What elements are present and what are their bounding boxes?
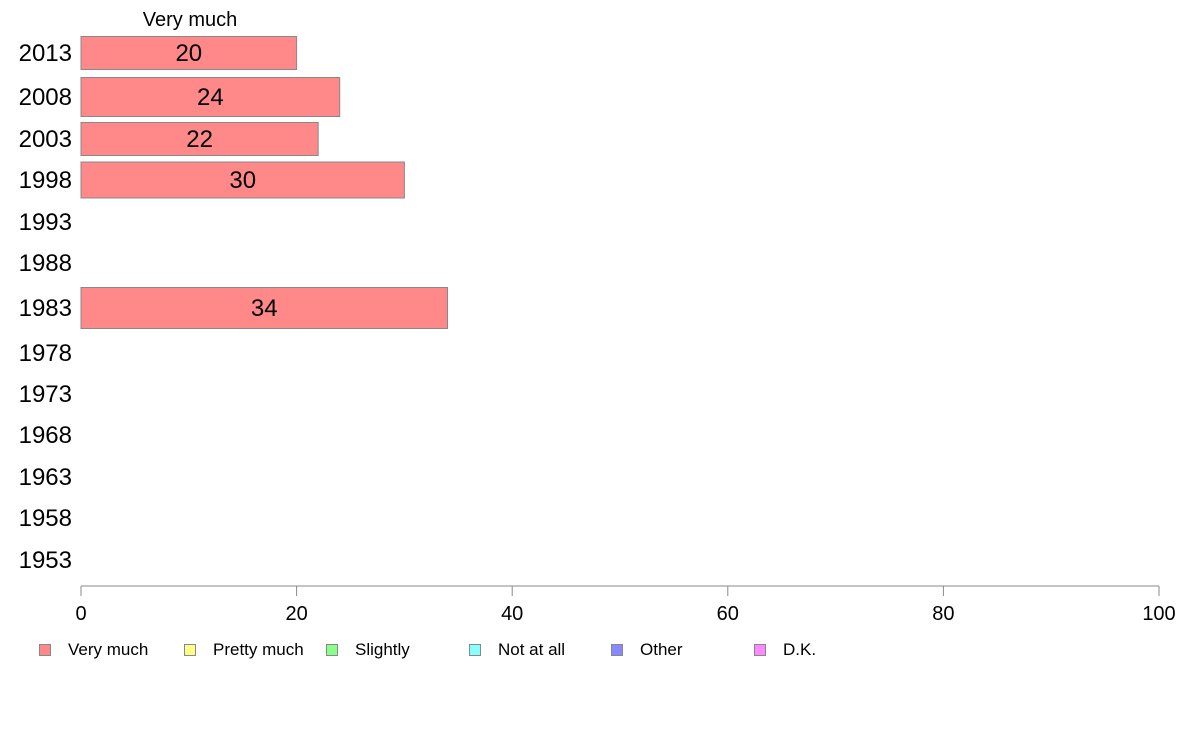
bar-value-label: 24	[197, 84, 224, 111]
y-tick-label: 1983	[19, 295, 72, 322]
bar-value-label: 34	[251, 295, 278, 322]
legend-swatch	[754, 644, 766, 656]
y-tick-label: 2008	[19, 84, 72, 111]
y-tick-label: 1988	[19, 250, 72, 277]
bar-value-label: 20	[175, 40, 202, 67]
x-tick-label: 20	[285, 603, 307, 625]
y-tick-label: 1973	[19, 381, 72, 408]
bar	[80, 77, 341, 117]
legend-swatch	[326, 644, 338, 656]
x-tick-label: 80	[932, 603, 954, 625]
legend-label: D.K.	[783, 640, 817, 659]
legend-label: Pretty much	[213, 640, 304, 659]
legend-swatch	[184, 644, 196, 656]
legend-item: Slightly	[326, 638, 410, 662]
x-tick-label: 60	[717, 603, 739, 625]
y-tick-label: 2003	[19, 126, 72, 153]
legend-item: Not at all	[469, 638, 565, 662]
legend-item: Other	[611, 638, 683, 662]
y-tick-label: 1978	[19, 340, 72, 367]
y-tick-label: 1998	[19, 167, 72, 194]
legend: Very much Pretty much Slightly Not at all Ot…	[0, 638, 1188, 662]
bar-value-label: 30	[229, 167, 256, 194]
x-tick-label: 40	[501, 603, 523, 625]
bar	[80, 36, 298, 70]
y-tick-label: 1958	[19, 505, 72, 532]
bars	[80, 36, 449, 329]
column-header: Very much	[143, 9, 237, 31]
x-tick-label: 100	[1142, 603, 1175, 625]
y-tick-label: 2013	[19, 40, 72, 67]
bar-value-label: 22	[186, 126, 213, 153]
legend-item: D.K.	[754, 638, 816, 662]
y-tick-label: 1968	[19, 422, 72, 449]
bar	[80, 122, 319, 156]
y-tick-label: 1993	[19, 209, 72, 236]
chart: Very much 2013 2008 2003 1998 1993 1988 1983 19…	[19, 9, 1176, 625]
y-axis-labels: 2013 2008 2003 1998 1993 1988 1983 1978 1973 1968…	[19, 40, 72, 574]
y-tick-label: 1963	[19, 464, 72, 491]
x-axis: 0 20 40 60 80 100	[75, 585, 1176, 625]
legend-swatch	[469, 644, 481, 656]
legend-item: Pretty much	[184, 638, 304, 662]
legend-label: Not at all	[498, 640, 566, 659]
legend-label: Very much	[68, 640, 149, 659]
bar-labels: 20 24 22 30 34	[175, 40, 277, 322]
legend-swatch	[39, 644, 51, 656]
legend-swatch	[611, 644, 623, 656]
legend-label: Slightly	[355, 640, 410, 659]
legend-label: Other	[640, 640, 683, 659]
bar	[80, 161, 405, 199]
bar	[80, 287, 449, 329]
y-tick-label: 1953	[19, 547, 72, 574]
x-tick-label: 0	[75, 603, 86, 625]
legend-item: Very much	[39, 638, 148, 662]
